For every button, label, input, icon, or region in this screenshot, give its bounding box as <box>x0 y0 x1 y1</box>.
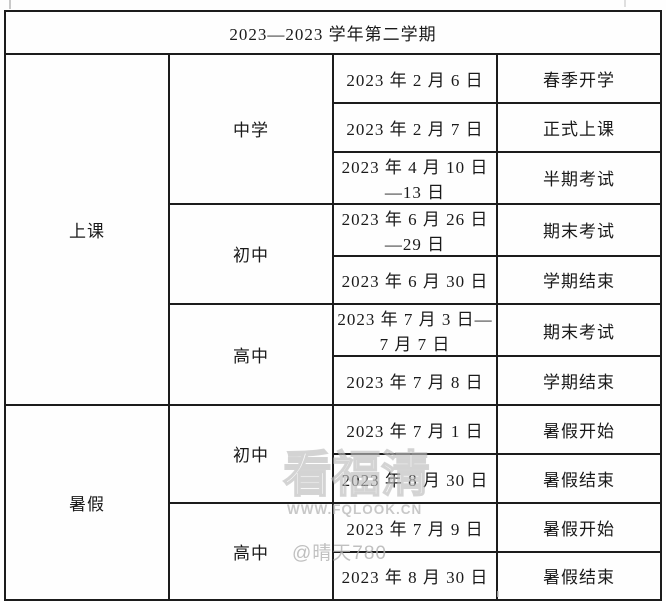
date-cell: 2023 年 2 月 6 日 <box>332 53 498 104</box>
event-cell: 暑假结束 <box>496 550 662 601</box>
date-cell: 2023 年 2 月 7 日 <box>332 101 498 153</box>
crop-artifact-line <box>624 0 626 7</box>
crop-artifact-line <box>497 591 499 597</box>
date-cell: 2023 年 7 月 8 日 <box>332 355 498 407</box>
section-cell-summer-vacation: 暑假 <box>4 404 170 601</box>
section-cell-classes: 上课 <box>4 52 170 407</box>
group-cell-middle-school: 中学 <box>168 53 334 205</box>
date-cell: 2023 年 6 月 26 日—29 日 <box>332 202 498 257</box>
date-cell: 2023 年 8 月 30 日 <box>332 550 498 601</box>
calendar-title: 2023—2023 学年第二学期 <box>4 10 662 55</box>
table-row: 高中 2023 年 7 月 9 日 暑假开始 <box>5 501 662 601</box>
table-row: 2023—2023 学年第二学期 <box>4 10 662 55</box>
table-row: 2023 年 7 月 8 日 学期结束 <box>5 355 662 407</box>
event-cell: 暑假开始 <box>496 501 662 553</box>
group-cell-senior-high-summer: 高中 <box>168 501 334 601</box>
date-cell: 2023 年 4 月 10 日—13 日 <box>332 150 498 205</box>
date-cell: 2023 年 6 月 30 日 <box>332 254 498 306</box>
event-cell: 期末考试 <box>496 303 662 358</box>
table-row: 2023 年 2 月 7 日 正式上课 <box>5 101 662 153</box>
date-cell: 2023 年 8 月 30 日 <box>332 452 498 504</box>
event-cell: 暑假开始 <box>496 404 662 455</box>
school-calendar-table: 2023—2023 学年第二学期 上课 中学 2023 年 2 月 6 日 春季… <box>4 10 662 601</box>
group-cell-senior-high: 高中 <box>168 303 334 407</box>
event-cell: 期末考试 <box>496 202 662 257</box>
event-cell: 春季开学 <box>496 53 662 104</box>
event-cell: 半期考试 <box>496 150 662 205</box>
table-row: 2023 年 8 月 30 日 暑假结束 <box>5 452 662 504</box>
date-cell: 2023 年 7 月 3 日—7 月 7 日 <box>332 303 498 358</box>
group-cell-junior-high-summer: 初中 <box>168 404 334 504</box>
table-row: 2023 年 8 月 30 日 暑假结束 <box>5 550 662 601</box>
event-cell: 学期结束 <box>496 254 662 306</box>
date-cell: 2023 年 7 月 1 日 <box>332 404 498 455</box>
date-cell: 2023 年 7 月 9 日 <box>332 501 498 553</box>
crop-artifact-line <box>9 0 11 9</box>
table-row: 上课 中学 2023 年 2 月 6 日 春季开学 <box>4 52 662 407</box>
event-cell: 学期结束 <box>496 355 662 407</box>
table-row: 暑假 初中 2023 年 7 月 1 日 暑假开始 <box>4 404 662 601</box>
group-cell-junior-high: 初中 <box>168 202 334 306</box>
table-row: 高中 2023 年 7 月 3 日—7 月 7 日 期末考试 <box>5 303 662 407</box>
table-row: 2023 年 4 月 10 日—13 日 半期考试 <box>5 150 662 205</box>
table-row: 初中 2023 年 6 月 26 日—29 日 期末考试 <box>5 202 662 306</box>
event-cell: 正式上课 <box>496 101 662 153</box>
event-cell: 暑假结束 <box>496 452 662 504</box>
table-row: 2023 年 6 月 30 日 学期结束 <box>5 254 662 306</box>
